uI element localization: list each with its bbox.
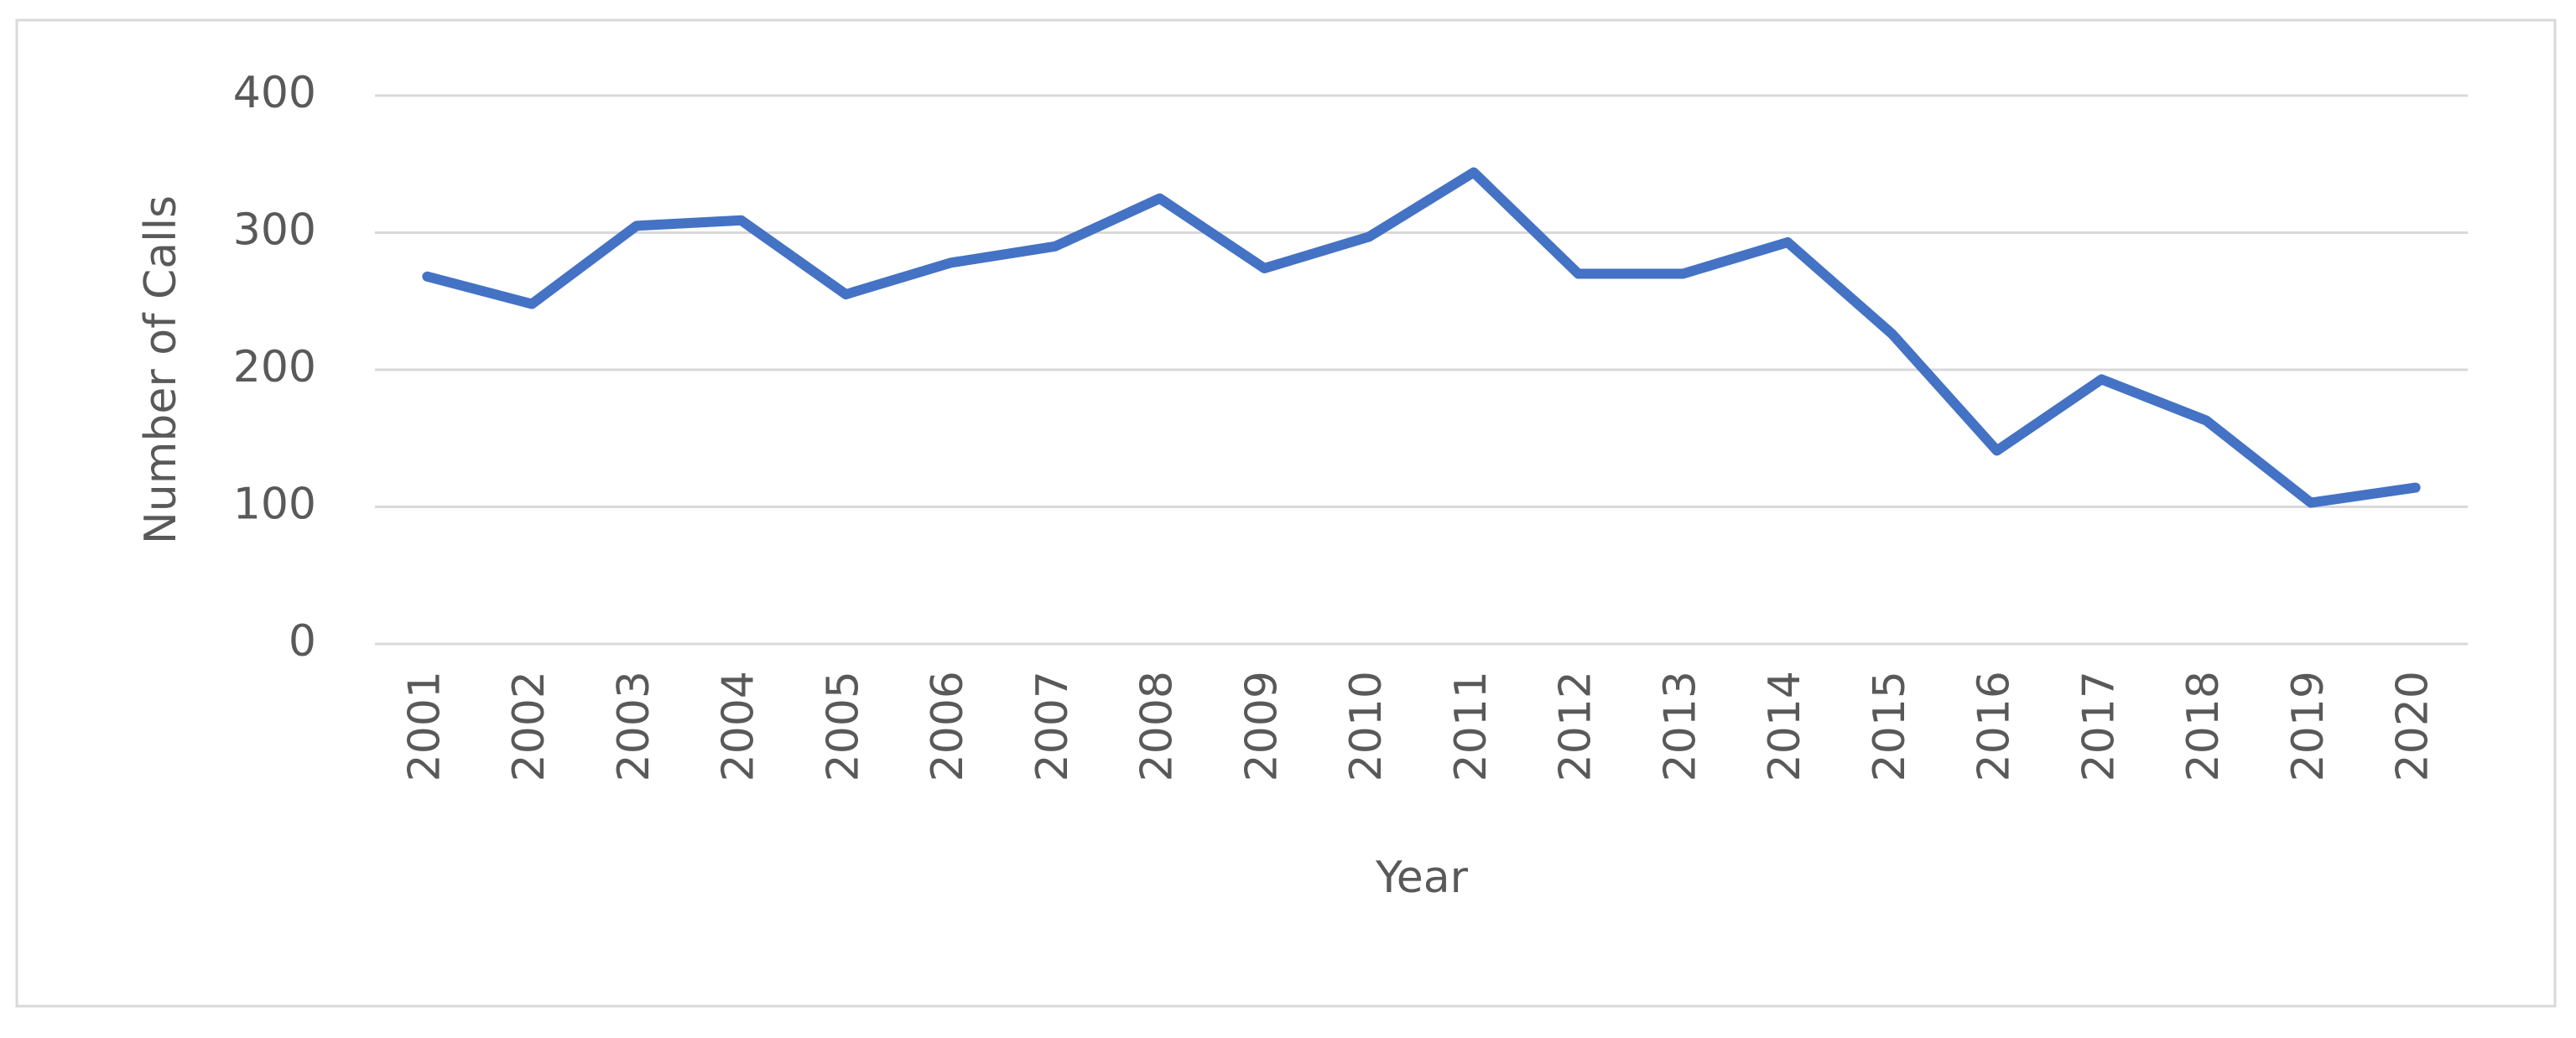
- x-tick-label: 2002: [504, 671, 554, 781]
- x-tick-label: 2009: [1236, 671, 1287, 781]
- x-tick-label: 2013: [1655, 671, 1705, 781]
- x-tick-label: 2003: [609, 671, 659, 781]
- x-tick-label: 2020: [2388, 671, 2438, 781]
- x-tick-label: 2017: [2074, 671, 2124, 781]
- x-tick-label: 2018: [2178, 671, 2229, 781]
- x-tick-label: 2005: [818, 671, 868, 781]
- x-tick-label: 2016: [1970, 671, 2020, 781]
- x-tick-label: 2010: [1341, 671, 1392, 781]
- line-series: [422, 167, 2421, 508]
- x-tick-label: 2012: [1551, 671, 1601, 781]
- y-tick-label: 0: [289, 616, 316, 667]
- x-tick-label: 2011: [1446, 671, 1496, 781]
- y-tick-label: 200: [233, 342, 316, 392]
- y-tick-label: 300: [233, 205, 316, 256]
- x-tick-label: 2007: [1028, 671, 1078, 781]
- x-tick-label: 2015: [1865, 671, 1915, 781]
- x-tick-label: 2019: [2283, 671, 2334, 781]
- x-tick-label: 2008: [1132, 671, 1183, 781]
- chart-border: [15, 18, 2557, 1008]
- y-axis-label: Number of Calls: [136, 195, 186, 544]
- y-tick-label: 400: [233, 68, 316, 118]
- x-tick-label: 2004: [714, 671, 764, 781]
- x-axis-label: Year: [1375, 853, 1469, 903]
- x-tick-label: 2014: [1760, 671, 1810, 781]
- y-tick-label: 100: [233, 480, 316, 530]
- x-tick-label: 2006: [923, 671, 973, 781]
- x-tick-label: 2001: [399, 671, 450, 781]
